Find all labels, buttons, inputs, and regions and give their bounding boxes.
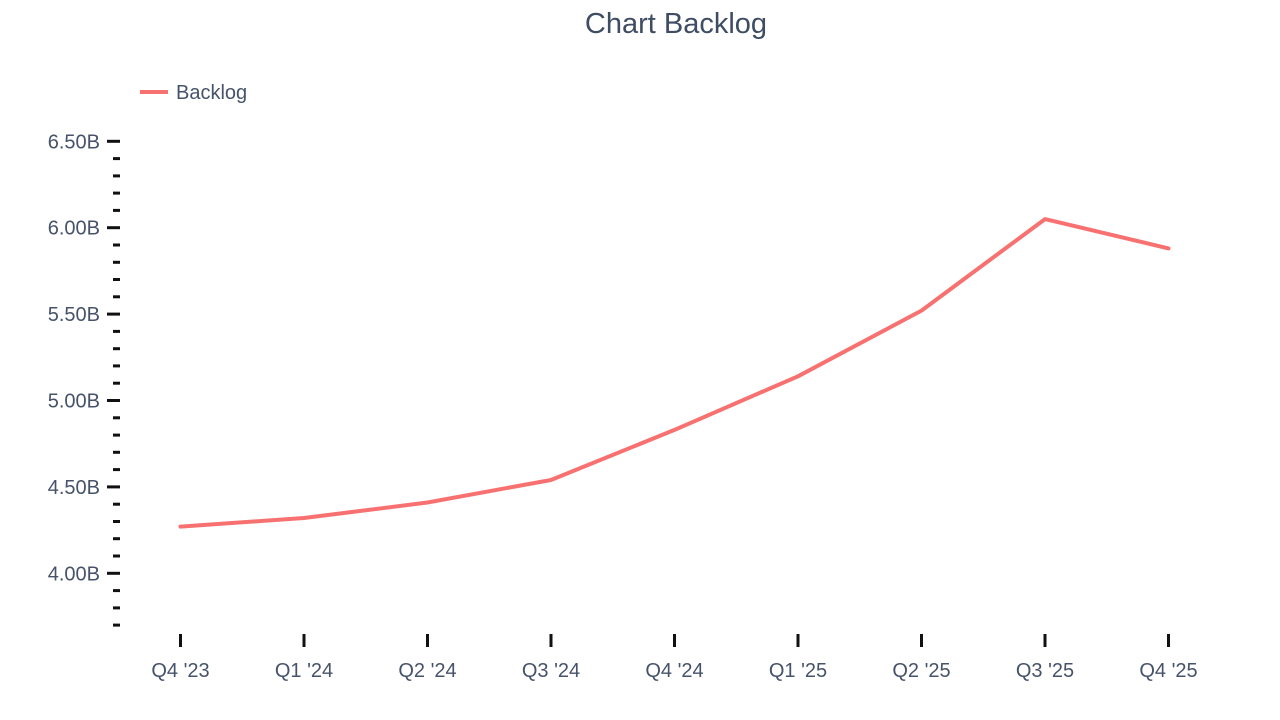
x-tick-label: Q3 '25 — [1016, 660, 1074, 682]
chart-title: Chart Backlog — [585, 8, 767, 40]
x-axis: Q4 '23 Q1 '24 Q2 '24 Q3 '24 Q4 '24 Q1 '25 Q2 '… — [151, 634, 1198, 682]
series-line-backlog[interactable] — [178, 217, 1171, 529]
x-tick-label: Q4 '24 — [645, 660, 703, 682]
y-axis: 6.50B 6.00B 5.50B 5.00B 4.50B 4.00B — [48, 131, 120, 627]
y-tick-label: 6.00B — [48, 218, 100, 240]
series-group — [178, 217, 1171, 529]
x-tick-label: Q3 '24 — [522, 660, 580, 682]
y-tick-label: 4.50B — [48, 477, 100, 499]
y-tick-label: 6.50B — [48, 131, 100, 153]
x-tick-label: Q1 '25 — [769, 660, 827, 682]
y-tick-label: 5.00B — [48, 391, 100, 413]
y-tick-label: 5.50B — [48, 304, 100, 326]
x-tick-label: Q4 '23 — [151, 660, 209, 682]
x-tick-label: Q2 '24 — [398, 660, 456, 682]
x-tick-label: Q4 '25 — [1139, 660, 1197, 682]
legend-label-backlog[interactable]: Backlog — [176, 82, 247, 104]
x-tick-label: Q1 '24 — [275, 660, 333, 682]
legend[interactable]: Backlog — [140, 82, 247, 104]
x-tick-label: Q2 '25 — [892, 660, 950, 682]
y-tick-label: 4.00B — [48, 563, 100, 585]
